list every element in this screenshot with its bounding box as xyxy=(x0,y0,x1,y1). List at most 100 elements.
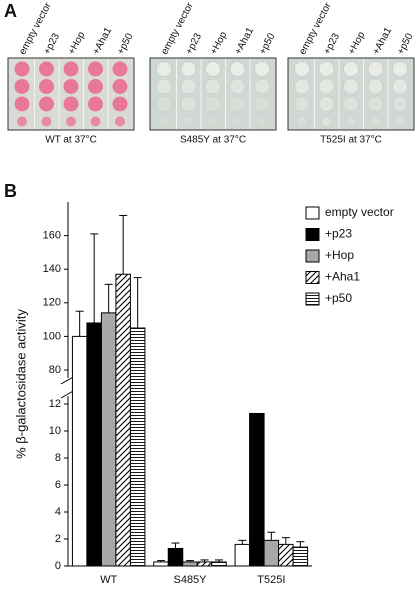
bar xyxy=(100,312,117,567)
lane-label: +p23 xyxy=(184,31,204,56)
lane-label: +Aha1 xyxy=(371,25,395,56)
legend-label: +Aha1 xyxy=(325,270,360,284)
lane-label: +Aha1 xyxy=(233,25,257,56)
yeast-spot xyxy=(343,61,359,77)
panel-label: A xyxy=(4,1,17,21)
yeast-spot xyxy=(180,96,197,112)
yeast-spot xyxy=(183,116,194,127)
yeast-spot xyxy=(158,116,170,127)
yeast-spot xyxy=(39,96,54,112)
lane-label: +p50 xyxy=(395,31,415,56)
yeast-spot xyxy=(321,116,332,127)
x-tick-label: T525I xyxy=(257,574,285,586)
yeast-spot xyxy=(41,116,52,127)
yeast-spot xyxy=(256,116,268,127)
plate-caption: WT at 37°C xyxy=(45,135,97,146)
legend-label: empty vector xyxy=(325,205,394,219)
y-tick-label: 0 xyxy=(55,560,61,572)
y-tick-label: 160 xyxy=(43,230,61,242)
bar xyxy=(167,547,184,567)
yeast-spot xyxy=(367,78,384,95)
yeast-spot xyxy=(63,96,79,112)
yeast-spot xyxy=(205,61,221,77)
y-tick-label: 2 xyxy=(55,533,61,545)
yeast-spot xyxy=(370,116,381,127)
yeast-spot xyxy=(318,96,335,112)
yeast-spot xyxy=(63,61,79,77)
yeast-spot xyxy=(17,116,27,127)
yeast-spot xyxy=(90,116,101,127)
plate-caption: T525I at 37°C xyxy=(320,135,382,146)
yeast-spot xyxy=(367,96,384,112)
yeast-spot xyxy=(343,96,359,112)
bar xyxy=(115,273,131,567)
y-tick-label: 140 xyxy=(43,263,61,275)
y-tick-label: 12 xyxy=(49,398,61,410)
plate-caption: S485Y at 37°C xyxy=(180,135,246,146)
bar xyxy=(196,561,213,567)
y-axis-label: % β-galactosidase activity xyxy=(13,309,28,459)
yeast-spot xyxy=(156,61,172,77)
panel-label: B xyxy=(4,181,17,201)
yeast-spot xyxy=(207,116,219,127)
yeast-spot xyxy=(343,78,359,95)
yeast-spot xyxy=(229,61,246,77)
yeast-spot xyxy=(294,96,310,112)
yeast-spot xyxy=(205,96,221,112)
yeast-spot xyxy=(112,79,128,94)
yeast-spot xyxy=(318,61,335,77)
lane-label: +p23 xyxy=(42,31,62,56)
yeast-spot xyxy=(14,61,30,77)
yeast-spot xyxy=(14,79,30,94)
y-tick-label: 120 xyxy=(43,297,61,309)
yeast-spot xyxy=(345,116,357,127)
yeast-spot xyxy=(180,61,197,77)
bar xyxy=(211,561,227,567)
bar xyxy=(182,561,198,567)
legend-swatch xyxy=(305,292,320,306)
lane-label: +Hop xyxy=(66,30,87,57)
yeast-spot xyxy=(394,116,406,127)
legend-label: +p50 xyxy=(325,291,352,305)
y-tick-label: 6 xyxy=(55,479,61,491)
yeast-spot xyxy=(229,78,246,95)
yeast-spot xyxy=(367,61,384,77)
bar xyxy=(278,543,294,567)
yeast-spot xyxy=(392,61,408,77)
yeast-spot xyxy=(63,79,79,94)
legend-label: +Hop xyxy=(325,248,354,262)
lane-label: +Aha1 xyxy=(91,25,115,56)
yeast-spot xyxy=(88,61,103,77)
bar xyxy=(234,543,251,567)
yeast-spot xyxy=(229,96,246,112)
y-tick-label: 4 xyxy=(55,506,61,518)
legend-swatch xyxy=(305,206,320,220)
yeast-spot xyxy=(39,79,54,94)
lane-label: +Hop xyxy=(208,30,229,57)
y-tick-label: 8 xyxy=(55,452,61,464)
lane-label: +p50 xyxy=(257,31,277,56)
yeast-spot xyxy=(254,78,270,95)
yeast-spot xyxy=(156,96,172,112)
yeast-spot xyxy=(205,78,221,95)
yeast-spot xyxy=(294,78,310,95)
y-tick-label: 80 xyxy=(49,364,61,376)
yeast-spot xyxy=(66,116,76,127)
legend-swatch xyxy=(305,249,320,263)
yeast-spot xyxy=(296,116,308,127)
yeast-spot xyxy=(88,96,103,112)
yeast-spot xyxy=(392,96,408,112)
y-tick-label: 100 xyxy=(43,330,61,342)
yeast-spot xyxy=(294,61,310,77)
yeast-spot xyxy=(88,79,103,94)
bar xyxy=(292,546,309,567)
legend-label: +p23 xyxy=(325,227,352,241)
legend-swatch xyxy=(305,228,320,241)
yeast-spot xyxy=(156,78,172,95)
yeast-spot xyxy=(14,96,30,112)
lane-label: +p50 xyxy=(115,31,135,56)
yeast-spot xyxy=(392,78,408,95)
bar xyxy=(153,561,169,567)
yeast-spot xyxy=(318,78,335,95)
yeast-spot xyxy=(115,116,125,127)
